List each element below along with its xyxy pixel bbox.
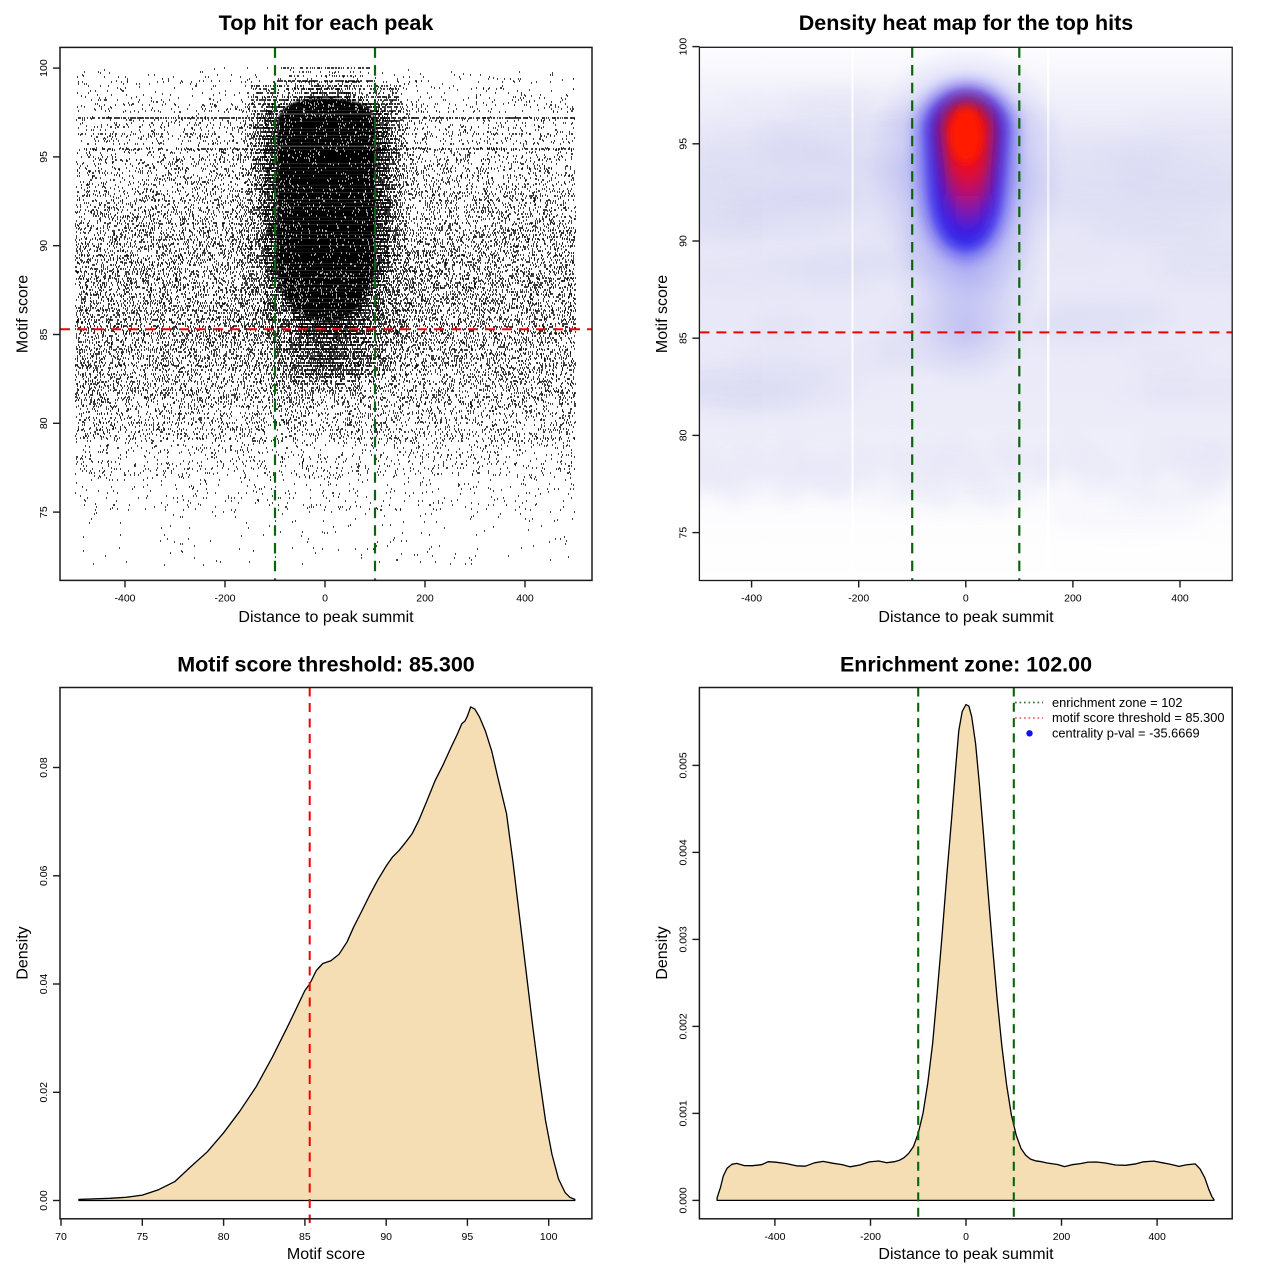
svg-text:0.001: 0.001 [677,1100,689,1126]
svg-text:0.004: 0.004 [677,839,689,865]
svg-text:100: 100 [38,59,50,77]
svg-text:0.000: 0.000 [677,1187,689,1213]
svg-text:400: 400 [1171,593,1189,605]
svg-text:95: 95 [677,138,689,150]
svg-text:0.003: 0.003 [677,926,689,952]
svg-text:Motif score: Motif score [654,275,671,353]
svg-text:0: 0 [963,593,969,605]
svg-text:80: 80 [218,1231,230,1243]
svg-text:Density: Density [15,926,32,979]
svg-text:0: 0 [963,1231,969,1243]
svg-text:200: 200 [1064,593,1082,605]
svg-text:0.02: 0.02 [38,1082,50,1103]
svg-text:85: 85 [38,329,50,341]
svg-text:0.002: 0.002 [677,1013,689,1039]
svg-text:80: 80 [38,417,50,429]
svg-text:0.005: 0.005 [677,752,689,778]
svg-text:0.04: 0.04 [38,974,50,995]
svg-text:100: 100 [540,1231,558,1243]
svg-text:Density: Density [654,926,671,979]
svg-text:0.06: 0.06 [38,865,50,886]
svg-text:-400: -400 [114,592,135,604]
svg-text:0: 0 [322,592,328,604]
svg-text:90: 90 [677,235,689,247]
svg-text:85: 85 [677,332,689,344]
svg-text:200: 200 [1053,1231,1071,1243]
svg-text:90: 90 [380,1231,392,1243]
svg-text:Density heat map for the top h: Density heat map for the top hits [799,11,1134,35]
svg-text:95: 95 [38,151,50,163]
svg-text:Top hit for each peak: Top hit for each peak [219,11,434,35]
svg-text:80: 80 [677,429,689,441]
svg-text:Motif score: Motif score [287,1246,365,1263]
svg-text:Motif score: Motif score [15,275,32,353]
svg-text:-400: -400 [764,1231,785,1243]
svg-text:400: 400 [1148,1231,1166,1243]
svg-text:85: 85 [299,1231,311,1243]
svg-text:95: 95 [462,1231,474,1243]
svg-text:200: 200 [416,592,434,604]
svg-text:motif score threshold = 85.300: motif score threshold = 85.300 [1052,710,1225,725]
svg-text:0.08: 0.08 [38,757,50,778]
svg-text:0.00: 0.00 [38,1190,50,1211]
svg-text:Distance to peak summit: Distance to peak summit [878,1246,1054,1263]
svg-text:Motif score threshold: 85.300: Motif score threshold: 85.300 [177,653,475,677]
svg-text:enrichment zone = 102: enrichment zone = 102 [1052,695,1183,710]
svg-text:400: 400 [516,592,534,604]
svg-text:Distance to peak summit: Distance to peak summit [878,609,1054,626]
svg-text:90: 90 [38,240,50,252]
svg-text:75: 75 [136,1231,148,1243]
svg-text:75: 75 [38,506,50,518]
svg-text:100: 100 [677,38,689,56]
svg-text:-400: -400 [741,593,762,605]
svg-text:70: 70 [55,1231,67,1243]
svg-text:centrality p-val = -35.6669: centrality p-val = -35.6669 [1052,726,1200,741]
svg-text:Distance to peak summit: Distance to peak summit [238,609,414,626]
svg-text:75: 75 [677,527,689,539]
svg-text:-200: -200 [848,593,869,605]
svg-text:-200: -200 [860,1231,881,1243]
svg-text:-200: -200 [214,592,235,604]
svg-text:Enrichment zone: 102.00: Enrichment zone: 102.00 [840,653,1092,677]
